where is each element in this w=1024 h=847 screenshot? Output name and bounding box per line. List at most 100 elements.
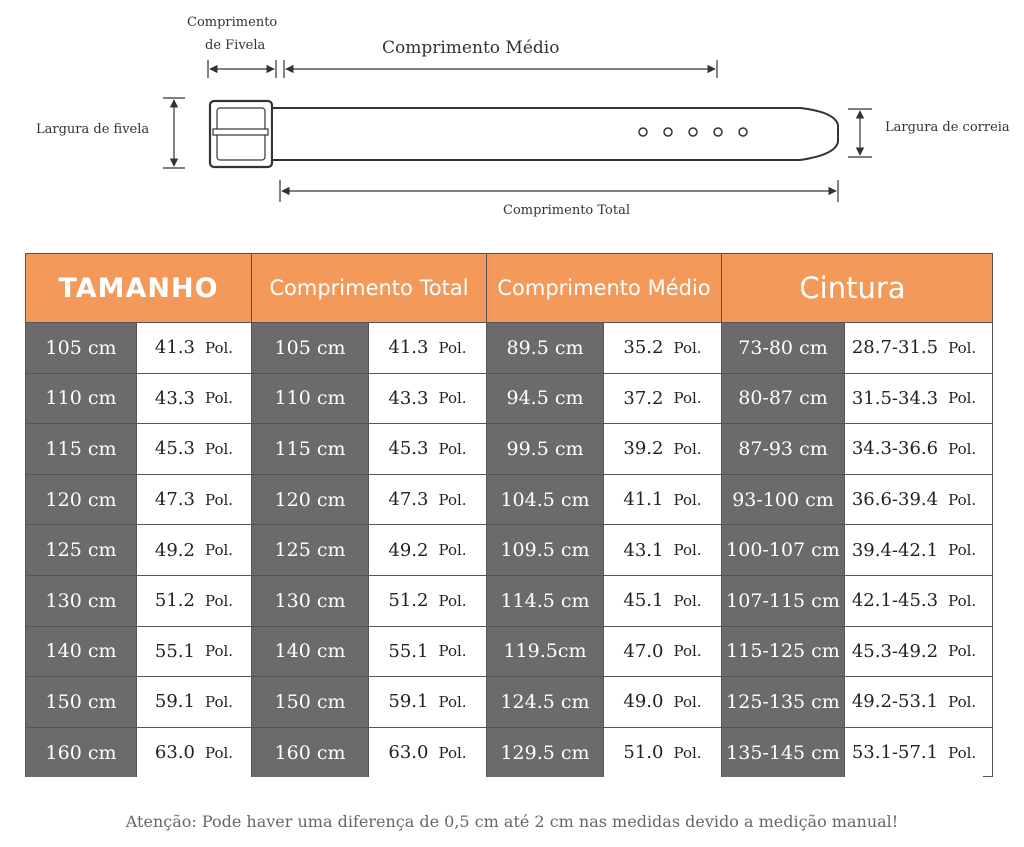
unit-label: Pol. [673,541,702,560]
unit-label: Pol. [673,642,702,661]
cell-value: 110 cm [45,387,117,410]
cell-value: 36.6-39.4 [851,489,939,511]
cell-value: 73-80 cm [738,336,828,359]
cell-value: 125-135 cm [726,690,840,713]
unit-label: Pol. [204,642,234,661]
buckle-length-label-line2: de Fivela [205,38,266,53]
unit-label: Pol. [948,692,977,711]
cell-value: 130 cm [45,589,117,612]
cm-cell: 109.5 cm [487,525,604,575]
unit-label: Pol. [948,338,977,357]
cell-value: 34.3-36.6 [851,438,939,460]
table-row: 140 cm 55.1 Pol. 140 cm 55.1 Pol. 119.5cm 47.0 P… [26,625,992,677]
belt-diagram-drawing [163,60,872,202]
cell-value: 109.5 cm [500,539,590,562]
cm-cell: 99.5 cm [487,424,604,474]
strap-width-label: Largura de correia [885,120,1010,135]
table-row: 110 cm 43.3 Pol. 110 cm 43.3 Pol. 94.5 cm 37.2 P… [26,372,992,424]
cm-cell: 135-145 cm [722,727,845,778]
cm-cell: 87-93 cm [722,424,845,474]
cm-cell: 80-87 cm [722,373,845,424]
cm-cell: 160 cm [26,727,137,778]
unit-label: Pol. [948,642,977,661]
cm-cell: 140 cm [26,626,137,677]
cell-value: 160 cm [274,741,346,764]
cell-value: 135-145 cm [726,741,840,764]
cell-value: 150 cm [274,690,346,713]
inch-cell: 47.3 Pol. [137,474,252,525]
inch-cell: 53.1-57.1 Pol. [845,727,983,778]
cell-value: 39.2 [623,438,664,460]
inch-cell: 59.1 Pol. [137,677,252,727]
cell-value: 100-107 cm [726,539,840,562]
inch-cell: 51.2 Pol. [137,575,252,626]
inch-cell: 47.0 Pol. [604,626,722,677]
unit-label: Pol. [673,338,702,357]
cell-value: 43.3 [154,387,195,409]
cm-cell: 130 cm [252,575,369,626]
cell-value: 39.4-42.1 [851,539,939,561]
inch-cell: 34.3-36.6 Pol. [845,424,983,474]
strap-width-dimension [848,108,872,158]
cell-value: 43.1 [623,539,664,561]
table-row: 105 cm 41.3 Pol. 105 cm 41.3 Pol. 89.5 cm 35.2 P… [26,322,992,373]
cell-value: 104.5 cm [500,488,590,511]
inch-cell: 49.2 Pol. [369,525,487,575]
cell-value: 43.3 [388,387,429,409]
header-middle-length: Comprimento Médio [487,254,722,322]
table-row: 130 cm 51.2 Pol. 130 cm 51.2 Pol. 114.5 cm 45.1… [26,574,992,626]
cm-cell: 120 cm [252,474,369,525]
cell-value: 124.5 cm [500,690,590,713]
cm-cell: 125 cm [26,525,137,575]
header-total-length: Comprimento Total [252,254,487,322]
cm-cell: 125 cm [252,525,369,575]
cell-value: 63.0 [154,742,195,764]
inch-cell: 31.5-34.3 Pol. [845,373,983,424]
cell-value: 125 cm [274,539,346,562]
buckle-width-label: Largura de fivela [36,122,150,137]
unit-label: Pol. [438,541,467,560]
unit-label: Pol. [204,439,234,458]
cell-value: 35.2 [623,337,664,359]
inch-cell: 43.3 Pol. [369,373,487,424]
cm-cell: 160 cm [252,727,369,778]
unit-label: Pol. [673,439,702,458]
cell-value: 49.2 [388,539,429,561]
cell-value: 107-115 cm [726,589,840,612]
total-length-dimension [279,180,839,202]
table-row: 115 cm 45.3 Pol. 115 cm 45.3 Pol. 99.5 cm 39.2 P… [26,423,992,474]
unit-label: Pol. [204,743,234,762]
cell-value: 140 cm [274,640,346,663]
cell-value: 114.5 cm [500,589,590,612]
cell-value: 31.5-34.3 [851,387,939,409]
cell-value: 140 cm [45,640,117,663]
header-size: TAMANHO [26,254,252,322]
unit-label: Pol. [204,591,234,610]
cell-value: 51.2 [388,590,429,612]
inch-cell: 59.1 Pol. [369,677,487,727]
cell-value: 119.5cm [503,640,587,663]
belt-shape [208,99,839,169]
cm-cell: 110 cm [26,373,137,424]
cell-value: 55.1 [154,640,195,662]
belt-diagram: Comprimento de Fivela Comprimento Médio … [0,0,1024,240]
inch-cell: 45.3 Pol. [369,424,487,474]
cm-cell: 105 cm [252,323,369,373]
cm-cell: 73-80 cm [722,323,845,373]
cm-cell: 140 cm [252,626,369,677]
cell-value: 45.3-49.2 [851,640,939,662]
cell-value: 115-125 cm [726,640,840,663]
measurement-note: Atenção: Pode haver uma diferença de 0,5… [125,812,899,831]
cell-value: 129.5 cm [500,741,590,764]
cell-value: 47.3 [154,489,195,511]
cell-value: 51.0 [623,742,664,764]
inch-cell: 51.0 Pol. [604,727,722,778]
cell-value: 45.3 [154,438,195,460]
middle-length-dimension [283,60,718,78]
buckle-length-label-line1: Comprimento [187,15,278,30]
cell-value: 41.1 [623,489,664,511]
unit-label: Pol. [948,541,977,560]
unit-label: Pol. [204,541,234,560]
unit-label: Pol. [204,389,234,408]
inch-cell: 39.4-42.1 Pol. [845,525,983,575]
